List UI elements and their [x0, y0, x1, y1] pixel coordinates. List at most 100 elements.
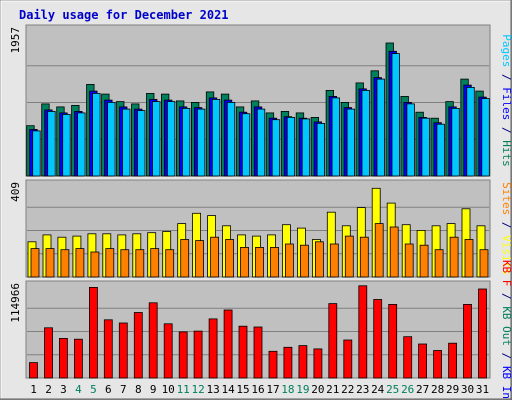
- bar-kb-f-day-17: [268, 350, 278, 379]
- x-tick-label-day-19: 19: [296, 383, 309, 396]
- bar-pages-day-16: [256, 108, 266, 177]
- bar-pages-day-28: [436, 123, 445, 177]
- bar-kb-f-day-13: [208, 318, 218, 379]
- x-tick-label-day-1: 1: [30, 383, 37, 396]
- bar-pages-day-6: [107, 102, 116, 177]
- bar-pages-day-14: [226, 102, 236, 177]
- bar-kb-f-day-10: [163, 323, 173, 379]
- x-tick-label-day-9: 9: [150, 383, 157, 396]
- bar-pages-day-22: [346, 108, 356, 177]
- bar-sites-day-18: [284, 243, 294, 278]
- bar-sites-day-11: [180, 239, 190, 278]
- bar-sites-day-4: [75, 248, 85, 278]
- bar-pages-day-19: [301, 118, 311, 177]
- bar-sites-day-25: [389, 226, 399, 278]
- legend-part: /: [500, 67, 512, 87]
- x-tick-label-day-8: 8: [135, 383, 142, 396]
- bar-kb-f-day-24: [373, 299, 383, 379]
- x-tick-label-day-25: 25: [386, 383, 399, 396]
- bar-kb-f-day-9: [148, 302, 158, 379]
- bar-pages-day-4: [77, 112, 86, 177]
- bar-kb-f-day-11: [178, 331, 188, 379]
- bar-sites-day-26: [404, 243, 414, 278]
- bar-kb-f-day-27: [418, 343, 428, 379]
- bar-kb-f-day-16: [253, 326, 263, 379]
- x-tick-label-day-24: 24: [371, 383, 385, 396]
- bar-kb-f-day-22: [343, 339, 353, 379]
- bar-kb-f-day-4: [74, 338, 83, 379]
- bar-pages-day-3: [62, 114, 71, 177]
- bar-kb-f-day-25: [388, 303, 398, 379]
- bar-kb-f-day-12: [193, 330, 203, 379]
- bar-sites-day-14: [225, 239, 235, 278]
- legend-part: Sites: [500, 182, 512, 215]
- bar-kb-f-day-26: [403, 336, 413, 379]
- bar-pages-day-12: [196, 108, 206, 177]
- bar-sites-day-13: [210, 236, 220, 278]
- bar-kb-f-day-23: [358, 285, 368, 379]
- bar-sites-day-8: [135, 249, 145, 278]
- bar-pages-day-11: [181, 108, 191, 177]
- bar-sites-day-16: [255, 246, 264, 278]
- x-tick-label-day-4: 4: [75, 383, 82, 396]
- x-tick-label-day-15: 15: [236, 383, 249, 396]
- panel-max-label: 409: [9, 182, 22, 202]
- bar-kb-f-day-6: [103, 319, 113, 379]
- bar-sites-day-29: [449, 236, 459, 278]
- x-tick-label-day-10: 10: [162, 383, 175, 396]
- bar-sites-day-7: [120, 249, 130, 278]
- bar-sites-day-6: [105, 248, 115, 278]
- legend-part: KB F: [500, 260, 512, 287]
- bar-kb-f-day-28: [433, 350, 443, 379]
- bar-pages-day-9: [152, 101, 161, 177]
- bar-pages-day-8: [137, 110, 146, 177]
- legend-part: /: [500, 346, 512, 366]
- bar-pages-day-24: [376, 78, 385, 177]
- x-tick-label-day-14: 14: [221, 383, 235, 396]
- bar-pages-day-17: [271, 119, 281, 177]
- legend-part: /: [500, 286, 512, 306]
- x-tick-label-day-11: 11: [177, 383, 190, 396]
- panel-max-label: 1957: [9, 27, 22, 54]
- x-tick-label-day-27: 27: [416, 383, 429, 396]
- x-tick-label-day-21: 21: [326, 383, 339, 396]
- bar-pages-day-5: [92, 93, 101, 177]
- x-tick-label-day-23: 23: [356, 383, 369, 396]
- bar-sites-day-2: [45, 248, 55, 278]
- bar-kb-f-day-15: [238, 325, 248, 379]
- bar-pages-day-15: [241, 113, 251, 177]
- bar-sites-day-19: [299, 244, 309, 278]
- x-tick-label-day-7: 7: [120, 383, 127, 396]
- bar-kb-f-day-5: [89, 286, 98, 379]
- x-tick-label-day-28: 28: [431, 383, 444, 396]
- bar-pages-day-21: [331, 97, 341, 177]
- legend-part: Hits: [500, 140, 512, 167]
- bar-kb-f-day-14: [223, 309, 233, 379]
- bar-sites-day-31: [479, 249, 489, 278]
- x-tick-label-day-22: 22: [341, 383, 354, 396]
- bar-sites-day-28: [434, 249, 444, 278]
- bar-pages-day-10: [166, 101, 176, 177]
- bar-pages-day-20: [316, 123, 326, 177]
- chart-title: Daily usage for December 2021: [19, 8, 229, 22]
- x-tick-label-day-2: 2: [45, 383, 52, 396]
- bar-sites-day-9: [150, 248, 160, 278]
- x-axis-labels: 1 2 3 4 5 6 7 8 9 10 11 12 13 14 15 16 17 18 19 20 21 22 23 24 2…: [30, 383, 489, 396]
- panel-legend-label: Sites / Visits: [500, 182, 512, 275]
- bar-pages-day-7: [122, 108, 131, 177]
- bar-pages-day-23: [361, 90, 370, 177]
- panel-2: 409 Sites / Visits: [9, 179, 512, 278]
- x-tick-label-day-26: 26: [401, 383, 414, 396]
- bar-pages-day-13: [211, 99, 221, 177]
- bar-sites-day-21: [329, 243, 339, 278]
- bar-sites-day-22: [344, 235, 354, 278]
- bar-kb-f-day-7: [118, 322, 128, 379]
- panel-legend-label: KB F / KB Out / KB In: [500, 260, 512, 399]
- bar-kb-f-day-30: [463, 303, 472, 379]
- bar-sites-day-15: [240, 246, 249, 278]
- bar-sites-day-24: [374, 223, 384, 278]
- x-tick-label-day-5: 5: [90, 383, 97, 396]
- bar-sites-day-12: [195, 240, 205, 278]
- x-tick-label-day-3: 3: [60, 383, 67, 396]
